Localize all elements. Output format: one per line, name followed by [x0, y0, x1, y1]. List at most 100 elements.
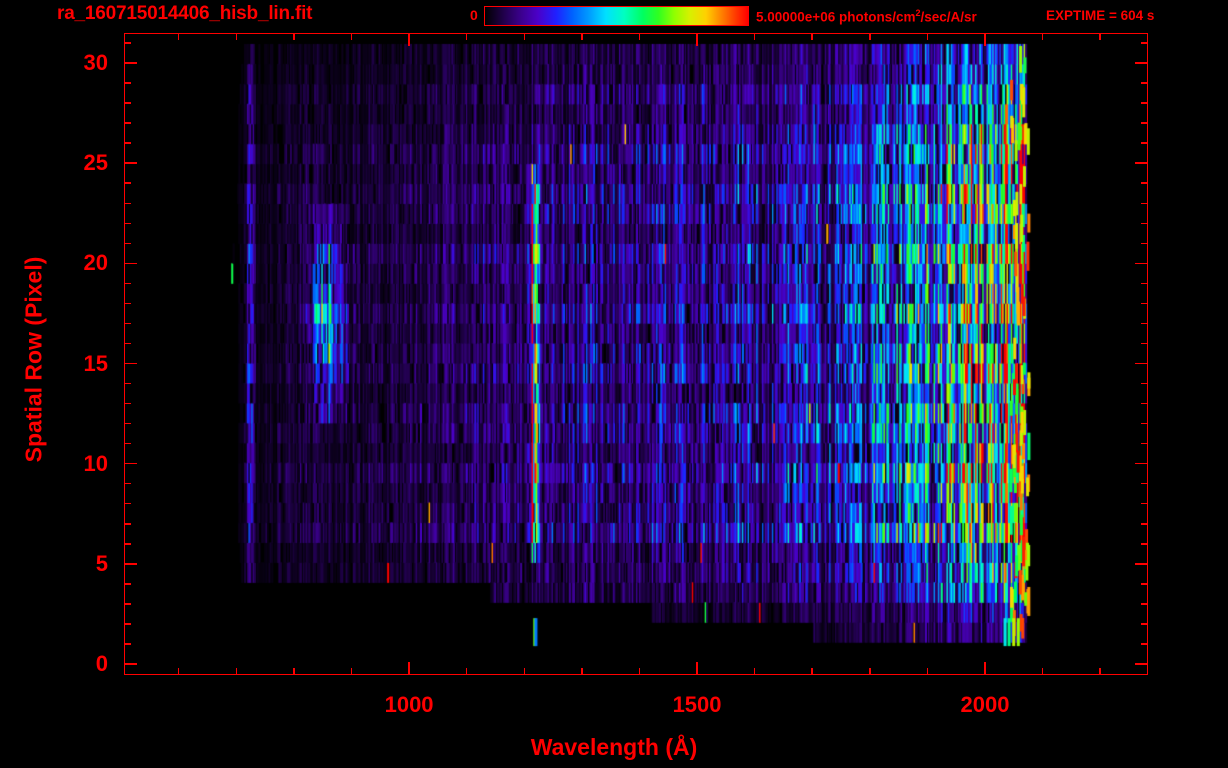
y-major-tick-right	[1135, 663, 1148, 665]
y-minor-tick	[124, 42, 131, 44]
y-major-tick-right	[1135, 162, 1148, 164]
y-minor-tick	[124, 202, 131, 204]
y-minor-tick	[124, 603, 131, 605]
y-minor-tick-right	[1141, 302, 1148, 305]
exptime-label: EXPTIME = 604 s	[1046, 8, 1155, 23]
y-minor-tick-right	[1141, 422, 1148, 425]
y-minor-tick	[124, 222, 131, 225]
y-minor-tick-right	[1141, 382, 1148, 385]
y-major-tick	[124, 563, 137, 565]
x-minor-tick-top	[465, 33, 468, 40]
x-minor-tick	[869, 668, 871, 675]
y-minor-tick-right	[1141, 543, 1148, 545]
y-minor-tick-right	[1141, 402, 1148, 405]
y-minor-tick-right	[1141, 42, 1148, 44]
x-minor-tick-top	[235, 33, 238, 40]
x-minor-tick	[235, 668, 238, 675]
y-minor-tick-right	[1141, 442, 1148, 445]
y-minor-tick-right	[1141, 122, 1148, 124]
y-minor-tick	[124, 623, 131, 625]
x-major-tick-top	[408, 33, 410, 46]
y-minor-tick-right	[1141, 102, 1148, 104]
y-tick-label: 15	[83, 350, 108, 376]
x-minor-tick	[1099, 668, 1101, 675]
y-minor-tick	[124, 242, 131, 245]
colorbar-max-exponent: 2	[915, 8, 921, 18]
file-title: ra_160715014406_hisb_lin.fit	[57, 3, 313, 24]
spectrogram-image	[125, 34, 1146, 673]
x-minor-tick-top	[638, 33, 641, 40]
y-minor-tick-right	[1141, 623, 1148, 625]
y-tick-label: 20	[83, 250, 108, 276]
y-minor-tick-right	[1141, 583, 1148, 585]
y-major-tick-right	[1135, 262, 1148, 265]
x-minor-tick-top	[869, 33, 871, 40]
y-minor-tick	[124, 342, 131, 345]
y-major-tick	[124, 162, 137, 164]
y-minor-tick	[124, 382, 131, 385]
y-tick-label: 0	[95, 650, 108, 676]
y-minor-tick-right	[1141, 82, 1148, 84]
y-tick-label: 30	[83, 50, 108, 76]
x-major-tick	[984, 662, 986, 675]
x-minor-tick	[926, 668, 929, 675]
y-minor-tick	[124, 442, 131, 445]
x-minor-tick	[581, 668, 583, 675]
y-major-tick	[124, 663, 137, 665]
y-major-tick-right	[1135, 462, 1148, 465]
y-minor-tick	[124, 643, 131, 645]
y-minor-tick	[124, 82, 131, 84]
x-minor-tick	[1041, 668, 1044, 675]
y-minor-tick-right	[1141, 182, 1148, 184]
colorbar-max-suffix: /sec/A/sr	[920, 9, 977, 25]
y-minor-tick	[124, 322, 131, 325]
y-minor-tick	[124, 102, 131, 104]
x-minor-tick-top	[926, 33, 929, 40]
x-minor-tick-top	[1099, 33, 1101, 40]
x-minor-tick	[523, 668, 526, 675]
y-major-tick	[124, 462, 137, 465]
y-tick-label: 10	[83, 450, 108, 476]
colorbar-min-label: 0	[470, 7, 478, 23]
colorbar-max-label: 5.00000e+06 photons/cm2/sec/A/sr	[756, 8, 977, 25]
y-major-tick	[124, 62, 137, 64]
y-minor-tick	[124, 402, 131, 405]
y-major-tick-right	[1135, 362, 1148, 365]
x-minor-tick	[177, 668, 180, 675]
x-minor-tick	[638, 668, 641, 675]
x-major-tick	[408, 662, 410, 675]
plot-frame	[124, 33, 1148, 675]
x-minor-tick	[350, 668, 353, 675]
y-minor-tick-right	[1141, 222, 1148, 225]
y-axis-title: Spatial Row (Pixel)	[20, 256, 47, 463]
y-tick-label: 5	[95, 550, 108, 576]
y-major-tick	[124, 262, 137, 265]
x-major-tick	[696, 662, 698, 675]
y-minor-tick	[124, 182, 131, 184]
y-minor-tick-right	[1141, 482, 1148, 485]
y-minor-tick-right	[1141, 603, 1148, 605]
y-minor-tick-right	[1141, 142, 1148, 144]
y-minor-tick-right	[1141, 242, 1148, 245]
y-minor-tick	[124, 482, 131, 485]
x-minor-tick	[753, 668, 756, 675]
y-minor-tick	[124, 422, 131, 425]
x-major-tick-top	[696, 33, 698, 46]
y-minor-tick	[124, 583, 131, 585]
x-minor-tick	[293, 668, 295, 675]
y-minor-tick	[124, 142, 131, 144]
y-minor-tick-right	[1141, 643, 1148, 645]
y-minor-tick	[124, 302, 131, 305]
y-minor-tick	[124, 502, 131, 505]
y-minor-tick-right	[1141, 502, 1148, 505]
y-major-tick	[124, 362, 137, 365]
x-minor-tick-top	[581, 33, 583, 40]
y-minor-tick	[124, 543, 131, 545]
x-minor-tick-top	[811, 33, 813, 40]
y-tick-label: 25	[83, 150, 108, 176]
x-minor-tick-top	[753, 33, 756, 40]
y-minor-tick-right	[1141, 322, 1148, 325]
x-minor-tick	[465, 668, 468, 675]
x-minor-tick-top	[350, 33, 353, 40]
x-tick-label: 1000	[384, 692, 434, 717]
